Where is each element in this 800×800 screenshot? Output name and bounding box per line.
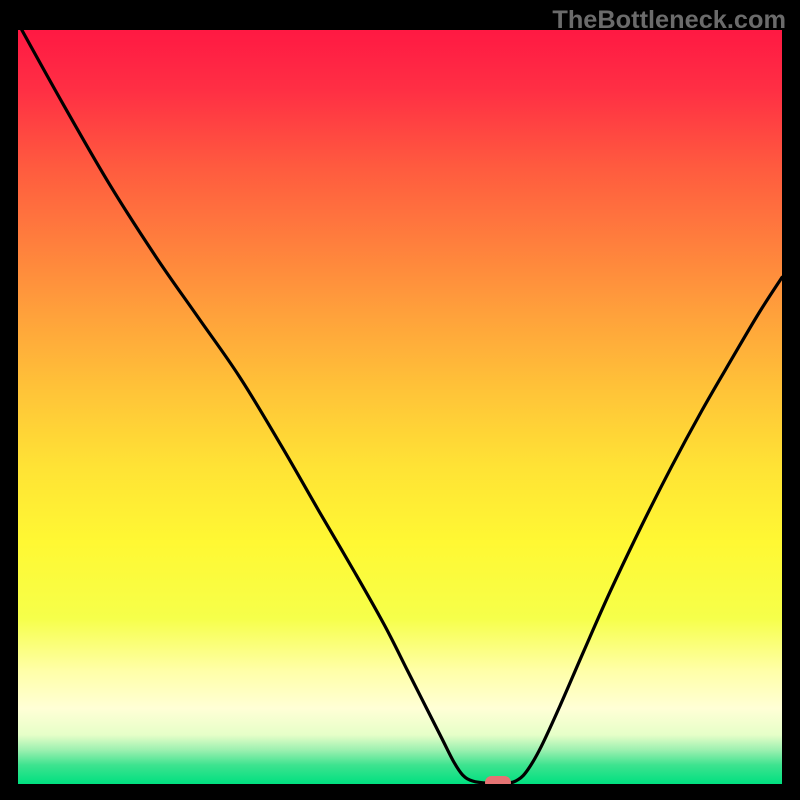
- bottleneck-curve: [22, 30, 782, 784]
- optimal-point-marker: [485, 776, 511, 784]
- watermark-text: TheBottleneck.com: [552, 6, 786, 35]
- bottleneck-chart: [18, 30, 782, 784]
- chart-curve-layer: [18, 30, 782, 784]
